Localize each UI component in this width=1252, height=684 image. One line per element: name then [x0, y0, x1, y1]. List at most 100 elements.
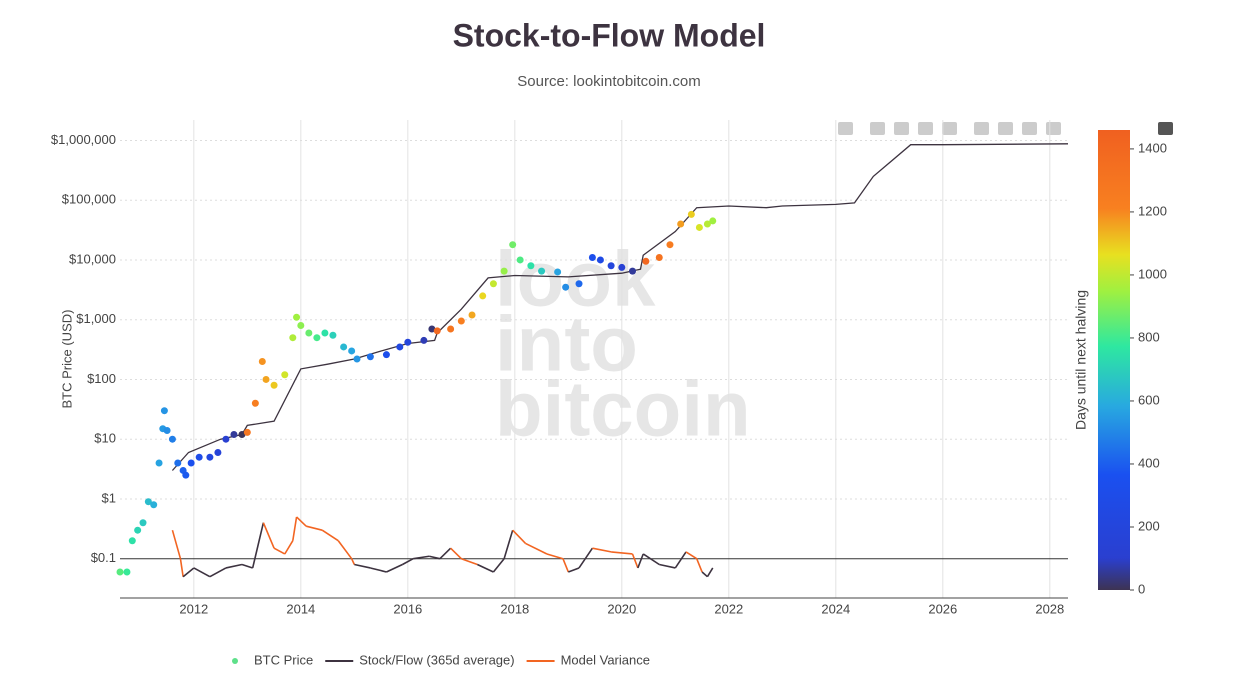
- price-point: [243, 428, 251, 436]
- price-point: [489, 280, 497, 288]
- variance-segment: [386, 563, 403, 573]
- price-point: [134, 526, 142, 534]
- price-point: [116, 568, 124, 576]
- variance-segment: [262, 522, 275, 549]
- x-tick-label: 2022: [714, 601, 743, 616]
- variance-segment: [370, 567, 387, 573]
- legend-label: Stock/Flow (365d average): [359, 652, 514, 667]
- price-point: [187, 459, 195, 467]
- legend-label: Model Variance: [561, 652, 650, 667]
- variance-segment: [354, 563, 371, 569]
- variance-segment: [284, 540, 294, 555]
- y-tick-label: $10,000: [69, 251, 116, 266]
- price-point: [703, 220, 711, 228]
- tool-icon[interactable]: [894, 122, 909, 135]
- x-tick-label: 2024: [821, 601, 850, 616]
- price-point: [297, 322, 305, 330]
- price-point: [404, 338, 412, 346]
- price-point: [366, 353, 374, 361]
- price-point: [258, 357, 266, 365]
- price-point: [687, 210, 695, 218]
- x-tick-label: 2020: [607, 601, 636, 616]
- colorbar-tick-label: 1200: [1138, 203, 1167, 218]
- variance-segment: [706, 567, 714, 578]
- price-point: [293, 313, 301, 321]
- price-point: [447, 325, 455, 333]
- variance-segment: [225, 563, 243, 569]
- variance-segment: [592, 547, 612, 553]
- colorbar-tick-label: 1400: [1138, 140, 1167, 155]
- variance-segment: [525, 542, 548, 555]
- variance-segment: [429, 555, 441, 560]
- price-point: [206, 453, 214, 461]
- variance-segment: [461, 557, 478, 566]
- tool-icon[interactable]: [1022, 122, 1037, 135]
- colorbar-tick-label: 200: [1138, 518, 1160, 533]
- tool-icon[interactable]: [1158, 122, 1173, 135]
- price-point: [238, 430, 246, 438]
- watermark: bitcoin: [495, 365, 751, 453]
- variance-segment: [562, 558, 570, 573]
- variance-segment: [402, 558, 414, 566]
- price-point: [428, 325, 436, 333]
- tool-icon[interactable]: [870, 122, 885, 135]
- price-point: [289, 334, 297, 342]
- colorbar-tick-label: 1000: [1138, 266, 1167, 281]
- variance-segment: [546, 553, 564, 560]
- price-point: [163, 426, 171, 434]
- price-point: [144, 498, 152, 506]
- price-point: [420, 336, 428, 344]
- variance-segment: [637, 553, 644, 569]
- watermark: into: [495, 300, 638, 388]
- price-point: [305, 329, 313, 337]
- chart-subtitle: Source: lookintobitcoin.com: [517, 73, 700, 90]
- variance-segment: [578, 547, 594, 569]
- variance-segment: [295, 516, 307, 527]
- price-point: [382, 351, 390, 359]
- colorbar-tick-label: 0: [1138, 581, 1145, 596]
- price-point: [182, 471, 190, 479]
- tool-icon[interactable]: [1046, 122, 1061, 135]
- tool-icon[interactable]: [918, 122, 933, 135]
- variance-segment: [450, 547, 462, 560]
- price-point: [655, 253, 663, 261]
- colorbar-tick-label: 400: [1138, 455, 1160, 470]
- price-point: [214, 448, 222, 456]
- tool-icon[interactable]: [974, 122, 989, 135]
- variance-segment: [439, 547, 452, 560]
- variance-segment: [193, 567, 211, 578]
- price-point: [222, 435, 230, 443]
- colorbar-title: Days until next halving: [1073, 290, 1089, 430]
- price-point: [575, 280, 583, 288]
- y-axis-label: BTC Price (USD): [59, 310, 74, 409]
- price-point: [168, 435, 176, 443]
- variance-segment: [701, 571, 708, 578]
- y-tick-label: $100: [87, 371, 116, 386]
- price-point: [353, 355, 361, 363]
- tool-icon[interactable]: [942, 122, 957, 135]
- price-point: [348, 347, 356, 355]
- price-point: [554, 268, 562, 276]
- price-point: [695, 223, 703, 231]
- x-tick-label: 2026: [928, 601, 957, 616]
- tool-icon[interactable]: [838, 122, 853, 135]
- price-point: [500, 267, 508, 275]
- y-tick-label: $1,000: [76, 311, 116, 326]
- price-point: [329, 331, 337, 339]
- y-tick-label: $1: [102, 490, 116, 505]
- watermark: look: [495, 235, 656, 323]
- variance-segment: [503, 529, 514, 559]
- x-tick-label: 2028: [1035, 601, 1064, 616]
- price-point: [607, 262, 615, 270]
- price-point: [281, 371, 289, 379]
- variance-segment: [273, 547, 286, 555]
- tool-icon[interactable]: [998, 122, 1013, 135]
- price-point: [618, 263, 626, 271]
- price-point: [270, 381, 278, 389]
- price-point: [155, 459, 163, 467]
- sf-line: [171, 143, 1069, 471]
- variance-segment: [241, 563, 253, 569]
- y-tick-label: $0.1: [91, 550, 116, 565]
- variance-segment: [413, 555, 430, 560]
